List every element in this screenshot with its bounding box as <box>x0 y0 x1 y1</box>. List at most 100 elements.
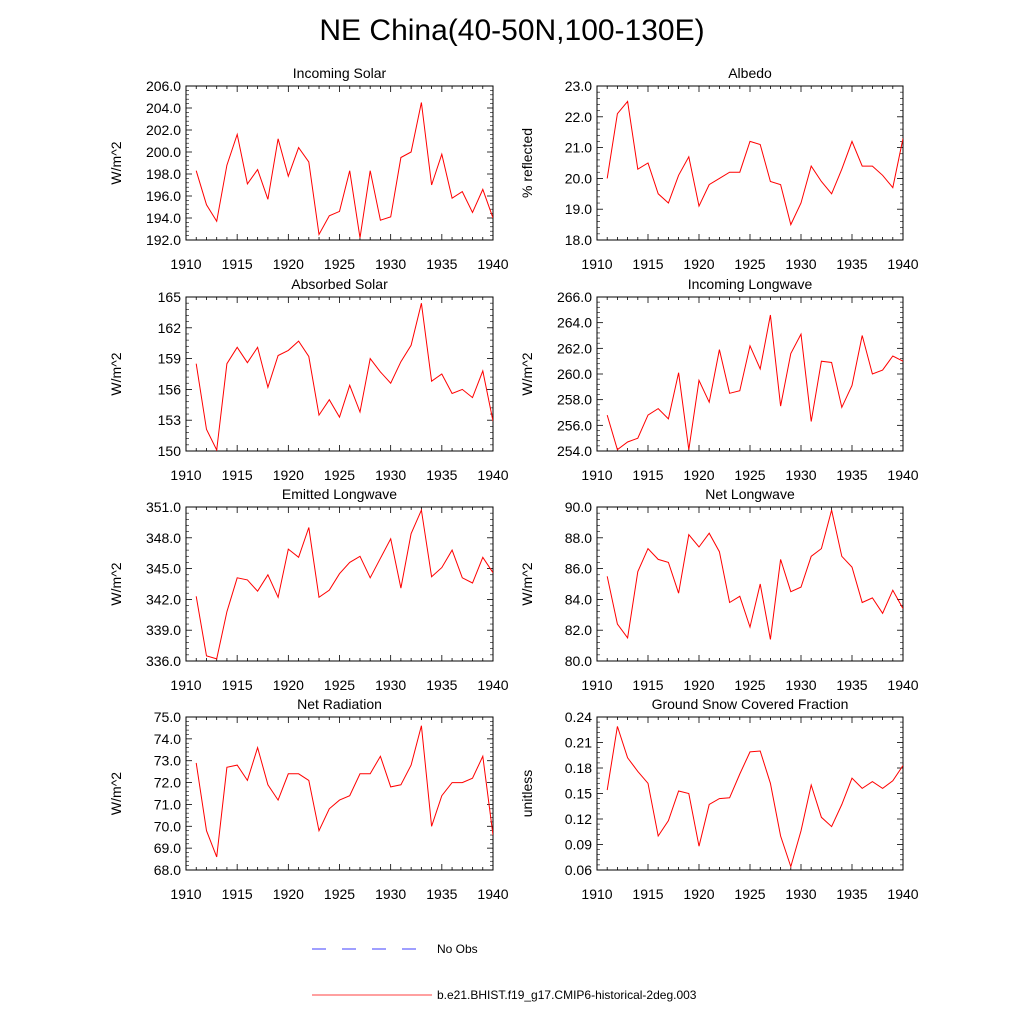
x-tick-label: 1930 <box>375 256 406 272</box>
x-tick-label: 1930 <box>785 677 816 693</box>
series-line <box>195 303 493 451</box>
y-tick-label: 258.0 <box>557 392 592 408</box>
y-tick-label: 80.0 <box>565 653 592 669</box>
legend-label-model: b.e21.BHIST.f19_g17.CMIP6-historical-2de… <box>437 988 697 1002</box>
y-tick-label: 345.0 <box>146 561 181 577</box>
y-tick-label: 20.0 <box>565 170 592 186</box>
x-tick-label: 1915 <box>222 886 253 900</box>
x-tick-label: 1910 <box>170 886 201 900</box>
panel-title: Net Longwave <box>705 486 795 502</box>
series-line <box>195 102 493 238</box>
x-tick-label: 1925 <box>734 256 765 272</box>
x-tick-label: 1925 <box>324 256 355 272</box>
panel-title: Incoming Solar <box>293 65 387 81</box>
plot-frame <box>185 716 494 871</box>
x-tick-label: 1940 <box>887 467 918 483</box>
y-tick-label: 150 <box>158 443 182 459</box>
y-tick-label: 260.0 <box>557 366 592 382</box>
y-tick-label: 23.0 <box>565 78 592 94</box>
y-tick-label: 0.09 <box>565 837 592 853</box>
chart-panel-6: Net Longwave W/m^2 1910 1915 1920 1925 1930 193… <box>519 486 919 693</box>
plot-frame <box>185 296 494 452</box>
y-axis-label: W/m^2 <box>108 352 124 395</box>
x-tick-label: 1940 <box>887 886 918 900</box>
y-tick-label: 22.0 <box>565 109 592 125</box>
y-tick-label: 256.0 <box>557 417 592 433</box>
x-tick-label: 1925 <box>324 886 355 900</box>
y-tick-label: 86.0 <box>565 561 592 577</box>
series-line <box>606 100 903 227</box>
chart-panels: Incoming Solar W/m^2 1910 1915 1920 1925 1930 1… <box>108 65 919 900</box>
x-tick-label: 1920 <box>683 886 714 900</box>
y-tick-label: 165 <box>158 289 182 305</box>
chart-panel-8: Ground Snow Covered Fraction unitless 1910… <box>519 696 919 900</box>
panel-title: Absorbed Solar <box>291 276 388 292</box>
y-axis-label: W/m^2 <box>519 562 535 605</box>
y-tick-label: 198.0 <box>146 166 181 182</box>
x-tick-label: 1930 <box>375 467 406 483</box>
y-tick-label: 0.21 <box>565 735 592 751</box>
x-tick-label: 1915 <box>222 256 253 272</box>
y-tick-label: 348.0 <box>146 530 181 546</box>
y-axis-label: W/m^2 <box>519 352 535 395</box>
x-tick-label: 1920 <box>273 677 304 693</box>
plot-frame <box>185 85 494 241</box>
x-tick-label: 1910 <box>581 677 612 693</box>
y-tick-label: 73.0 <box>154 753 181 769</box>
x-tick-label: 1920 <box>683 467 714 483</box>
series-line <box>606 509 903 640</box>
y-tick-label: 204.0 <box>146 100 181 116</box>
x-tick-label: 1915 <box>222 677 253 693</box>
y-tick-label: 264.0 <box>557 315 592 331</box>
y-tick-label: 21.0 <box>565 140 592 156</box>
y-tick-label: 206.0 <box>146 78 181 94</box>
x-tick-label: 1935 <box>426 467 457 483</box>
y-tick-label: 75.0 <box>154 709 181 725</box>
x-tick-label: 1910 <box>170 467 201 483</box>
x-tick-label: 1935 <box>426 677 457 693</box>
y-tick-label: 153 <box>158 412 182 428</box>
y-tick-label: 202.0 <box>146 122 181 138</box>
x-tick-label: 1920 <box>273 886 304 900</box>
y-tick-label: 336.0 <box>146 653 181 669</box>
y-tick-label: 156 <box>158 381 182 397</box>
chart-panel-5: Emitted Longwave W/m^2 1910 1915 1920 1925 193… <box>108 486 509 693</box>
y-tick-label: 196.0 <box>146 188 181 204</box>
panel-title: Emitted Longwave <box>282 486 397 502</box>
x-tick-label: 1910 <box>581 886 612 900</box>
x-tick-label: 1925 <box>734 677 765 693</box>
x-tick-label: 1925 <box>324 677 355 693</box>
plot-frame <box>596 85 904 241</box>
y-tick-label: 88.0 <box>565 530 592 546</box>
y-tick-label: 71.0 <box>154 796 181 812</box>
series-line <box>195 725 493 858</box>
y-tick-label: 68.0 <box>154 862 181 878</box>
chart-panel-1: Incoming Solar W/m^2 1910 1915 1920 1925 1930 1… <box>108 65 509 272</box>
panel-title: Incoming Longwave <box>688 276 813 292</box>
y-tick-label: 159 <box>158 351 182 367</box>
y-tick-label: 0.06 <box>565 862 592 878</box>
plot-frame <box>596 296 904 452</box>
x-tick-label: 1915 <box>632 467 663 483</box>
x-tick-label: 1920 <box>273 467 304 483</box>
y-tick-label: 0.15 <box>565 786 592 802</box>
y-tick-label: 254.0 <box>557 443 592 459</box>
x-tick-label: 1940 <box>887 256 918 272</box>
panel-title: Albedo <box>728 65 772 81</box>
y-tick-label: 74.0 <box>154 731 181 747</box>
x-tick-label: 1910 <box>170 256 201 272</box>
y-axis-label: unitless <box>519 770 535 817</box>
y-tick-label: 351.0 <box>146 499 181 515</box>
x-tick-label: 1925 <box>324 467 355 483</box>
x-tick-label: 1930 <box>785 256 816 272</box>
y-tick-label: 69.0 <box>154 840 181 856</box>
x-tick-label: 1935 <box>836 886 867 900</box>
x-tick-label: 1930 <box>375 677 406 693</box>
chart-panel-4: Incoming Longwave W/m^2 1910 1915 1920 1925 19… <box>519 276 919 483</box>
series-line <box>606 314 903 451</box>
y-tick-label: 0.18 <box>565 760 592 776</box>
x-tick-label: 1930 <box>785 886 816 900</box>
y-axis-label: W/m^2 <box>108 141 124 184</box>
y-tick-label: 82.0 <box>565 622 592 638</box>
y-tick-label: 72.0 <box>154 775 181 791</box>
